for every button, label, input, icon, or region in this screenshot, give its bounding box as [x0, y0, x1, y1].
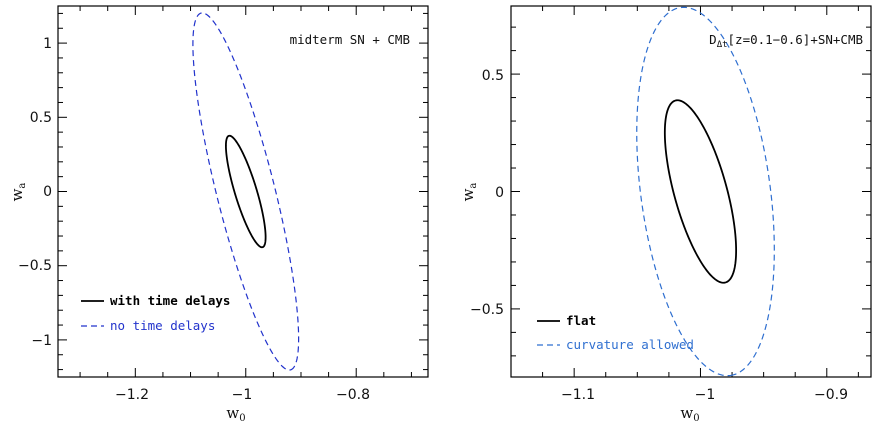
left-xtick-label-1: −1	[232, 387, 253, 403]
left-ytick-label-3: −0.5	[18, 258, 52, 274]
right-ytick-label-1: 0	[495, 185, 504, 201]
right-plot-frame	[510, 5, 872, 378]
right-xtick-label-2: −0.9	[814, 387, 848, 403]
left-plot: −1.2 −1 −0.8 1 0.5 0 −0.5 −1 w0 wa midte…	[8, 5, 429, 424]
left-annotation: midterm SN + CMB	[290, 32, 410, 47]
left-xtick-label-0: −1.2	[115, 387, 149, 403]
right-legend-label-curvature-allowed: curvature allowed	[566, 337, 694, 352]
right-x-axis-label: w0	[680, 404, 699, 424]
right-xtick-label-1: −1	[695, 387, 716, 403]
left-xtick-label-2: −0.8	[336, 387, 370, 403]
right-dashed-ellipse-curvature-allowed	[636, 6, 775, 377]
left-ticks	[58, 6, 428, 377]
right-solid-ellipse-flat	[663, 99, 738, 284]
left-legend-label-with-time-delays: with time delays	[110, 293, 230, 308]
left-ytick-label-0: 1	[43, 36, 52, 52]
left-dashed-ellipse-no-time-delays	[192, 12, 300, 371]
left-solid-ellipse-with-time-delays	[225, 134, 267, 249]
right-ytick-label-2: −0.5	[470, 302, 504, 318]
right-legend-label-flat: flat	[566, 313, 596, 328]
right-xtick-label-0: −1.1	[561, 387, 595, 403]
left-ytick-label-4: −1	[31, 333, 52, 349]
right-ticks	[511, 6, 871, 377]
left-y-axis-label: wa	[8, 183, 28, 202]
right-annotation: DΔt[z=0.1−0.6]+SN+CMB	[709, 32, 863, 50]
right-ytick-label-0: 0.5	[482, 68, 504, 84]
left-x-axis-label: w0	[226, 404, 245, 424]
left-ytick-label-1: 0.5	[30, 110, 52, 126]
left-ytick-label-2: 0	[43, 184, 52, 200]
right-y-axis-label: wa	[459, 183, 479, 202]
left-legend-label-no-time-delays: no time delays	[110, 318, 215, 333]
right-plot: −1.1 −1 −0.9 0.5 0 −0.5 w0 wa DΔt[z=0.1−…	[459, 5, 872, 424]
